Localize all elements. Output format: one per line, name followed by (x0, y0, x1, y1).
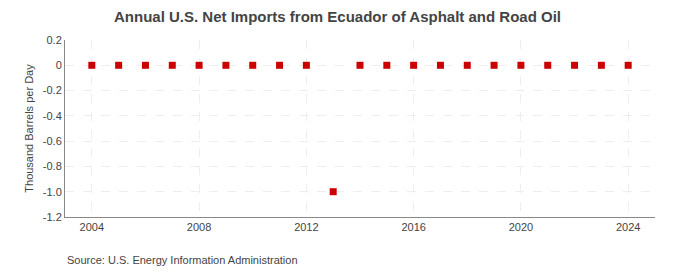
svg-text:-0.8: -0.8 (43, 160, 62, 172)
svg-text:Source: U.S. Energy Informatio: Source: U.S. Energy Information Administ… (67, 254, 298, 266)
svg-text:-1.0: -1.0 (43, 186, 62, 198)
svg-text:2004: 2004 (80, 221, 104, 233)
svg-text:2008: 2008 (187, 221, 211, 233)
svg-text:2024: 2024 (616, 221, 640, 233)
svg-text:0.2: 0.2 (47, 34, 62, 46)
svg-text:-0.4: -0.4 (43, 110, 62, 122)
svg-text:Annual U.S. Net Imports from E: Annual U.S. Net Imports from Ecuador of … (114, 8, 561, 25)
svg-text:2020: 2020 (509, 221, 533, 233)
svg-text:0: 0 (56, 59, 62, 71)
svg-text:2012: 2012 (294, 221, 318, 233)
svg-text:-0.2: -0.2 (43, 84, 62, 96)
svg-text:Thousand Barrels per Day: Thousand Barrels per Day (23, 64, 35, 193)
svg-text:2016: 2016 (401, 221, 425, 233)
svg-text:-0.6: -0.6 (43, 135, 62, 147)
svg-text:-1.2: -1.2 (43, 211, 62, 223)
